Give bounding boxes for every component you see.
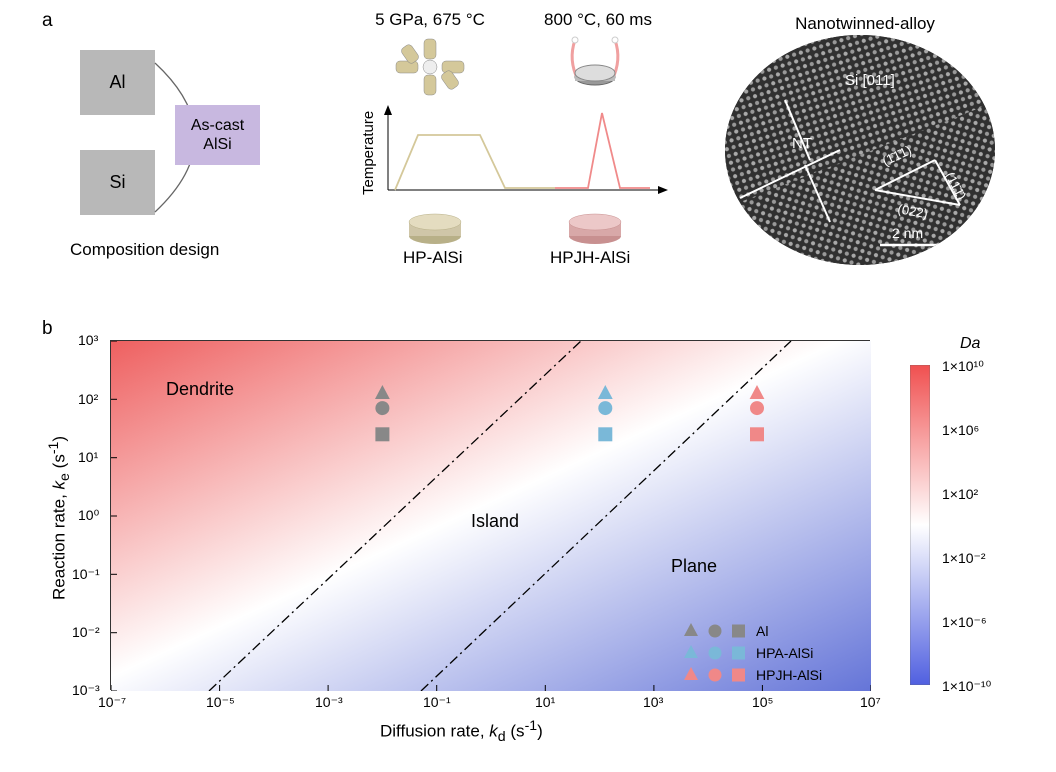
ytick-2: 10⁻¹ [72,566,100,583]
ascast-box: As-castAlSi [175,105,260,165]
si-box: Si [80,150,155,215]
condition-1: 5 GPa, 675 °C [350,10,510,30]
ytick-0: 10⁻³ [72,682,100,699]
x-axis-label: Diffusion rate, kd (s-1) [380,718,543,745]
xtick-0: 10⁻⁷ [98,694,126,711]
tem-scalebar-text: 2 nm [892,225,923,241]
tem-image-svg: Si [011] NT (1̄1̄1) (11̄1̄) (02̄2) 2 nm [720,30,1000,270]
xtick-3: 10⁻¹ [423,694,451,711]
joule-heating-icon [560,35,630,100]
hp-sample-label: HP-AlSi [403,248,463,268]
composition-design-block: Al Si As-castAlSi Composition design [80,40,310,260]
cb-tick-0: 1×10¹⁰ [942,358,984,375]
composition-caption: Composition design [70,240,219,260]
xtick-2: 10⁻³ [315,694,343,711]
cb-tick-5: 1×10⁻¹⁰ [942,678,991,695]
al-box: Al [80,50,155,115]
tem-image-block: Nanotwinned-alloy [720,30,1000,270]
svg-text:HPJH-AlSi: HPJH-AlSi [756,667,822,683]
panel-b: Al HPA-AlSi HPJH-AlSi Dendrite Island Pl… [50,320,1010,760]
ascast-label: As-castAlSi [191,116,244,154]
hpjh-sample-label: HPJH-AlSi [550,248,630,268]
xtick-7: 10⁷ [860,694,881,710]
y-axis-label: Reaction rate, ke (s-1) [46,436,73,600]
process-block: 5 GPa, 675 °C 800 °C, 60 ms [350,10,690,290]
svg-text:HPA-AlSi: HPA-AlSi [756,645,813,661]
xtick-1: 10⁻⁵ [206,694,235,711]
svg-text:Al: Al [756,623,768,639]
press-icon [390,35,470,100]
al-label: Al [109,72,125,93]
si-label: Si [109,172,125,193]
temperature-axis-label: Temperature [360,111,377,195]
ytick-3: 10⁰ [78,507,99,524]
condition-2: 800 °C, 60 ms [518,10,678,30]
ytick-4: 10¹ [78,449,98,465]
ytick-6: 10³ [78,332,98,348]
panel-a: Al Si As-castAlSi Composition design 5 G… [50,10,1010,300]
region-island: Island [471,511,519,532]
figure-container: a Al Si As-castAlSi Composition design 5… [0,0,1056,772]
tem-si-axis: Si [011] [845,72,895,89]
hp-disk-icon [405,210,465,245]
region-dendrite: Dendrite [166,379,234,400]
temperature-curves [370,105,670,205]
hpjh-disk-icon [565,210,625,245]
colorbar: Da 1×10¹⁰ 1×10⁶ 1×10² 1×10⁻² 1×10⁻⁶ [900,340,1050,710]
region-plane: Plane [671,556,717,577]
ytick-5: 10² [78,391,98,407]
cb-tick-1: 1×10⁶ [942,422,979,438]
xtick-4: 10¹ [535,694,555,710]
cb-tick-3: 1×10⁻² [942,550,986,567]
colorbar-title: Da [960,335,980,353]
colorbar-svg [910,365,930,685]
cb-tick-4: 1×10⁻⁶ [942,614,987,631]
xtick-5: 10³ [643,694,663,710]
tem-nt-label: NT [792,135,812,152]
chart-area: Al HPA-AlSi HPJH-AlSi Dendrite Island Pl… [110,340,870,690]
xtick-6: 10⁵ [752,694,773,710]
cb-tick-2: 1×10² [942,486,978,502]
tem-title: Nanotwinned-alloy [765,14,965,34]
ytick-1: 10⁻² [72,624,100,641]
